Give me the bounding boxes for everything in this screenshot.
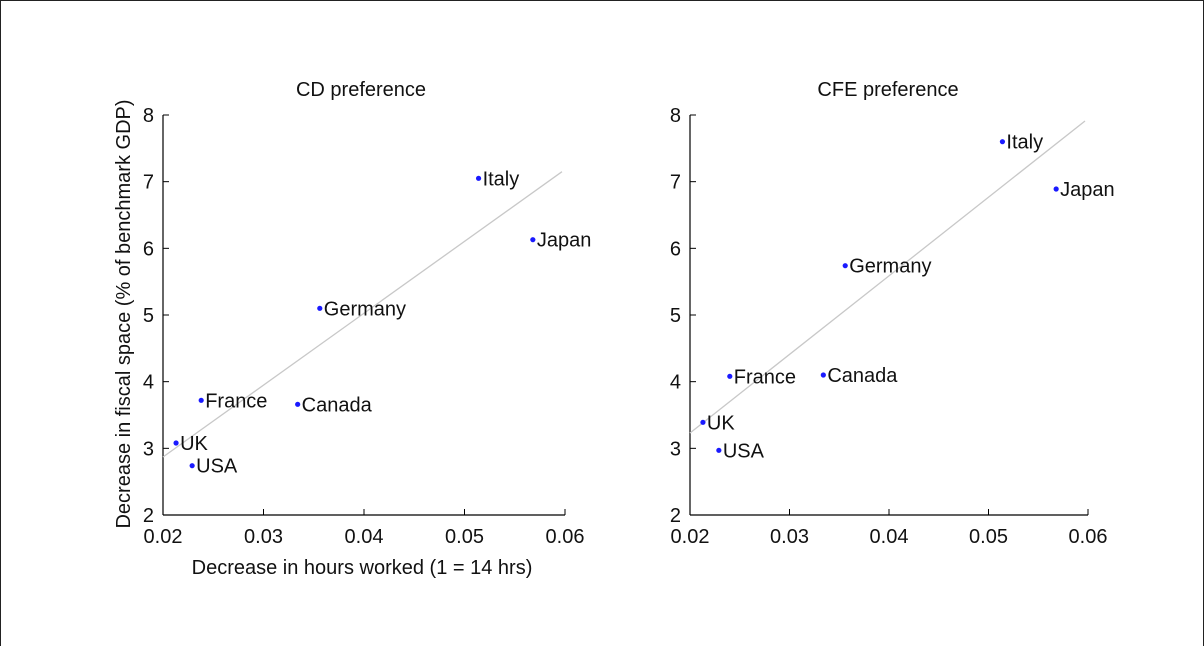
x-tick-label: 0.04 [870, 526, 909, 548]
point-label: Germany [849, 256, 931, 278]
y-tick-label: 3 [143, 438, 154, 460]
y-tick-label: 5 [670, 305, 681, 327]
point-label: France [205, 390, 267, 412]
point-label: Japan [537, 230, 592, 252]
x-tick-label: 0.05 [445, 526, 484, 548]
point-label: UK [180, 433, 208, 455]
x-tick-label: 0.06 [546, 526, 585, 548]
point-label: Italy [483, 168, 520, 190]
x-tick-label: 0.03 [244, 526, 283, 548]
y-tick-label: 7 [670, 172, 681, 194]
y-tick-label: 8 [670, 105, 681, 127]
point-label: UK [707, 412, 735, 434]
y-tick-label: 6 [143, 238, 154, 260]
panel-title: CD preference [296, 79, 426, 101]
y-tick-label: 7 [143, 172, 154, 194]
y-tick-label: 4 [670, 372, 681, 394]
panel-title: CFE preference [817, 79, 958, 101]
data-point [842, 263, 848, 269]
y-tick-label: 6 [670, 238, 681, 260]
data-point [999, 139, 1006, 145]
point-label: Germany [324, 298, 406, 320]
y-tick-label: 8 [143, 105, 154, 127]
y-tick-label: 3 [670, 438, 681, 460]
point-label: USA [723, 440, 765, 462]
y-tick-label: 5 [143, 305, 154, 327]
x-tick-label: 0.02 [671, 526, 710, 548]
x-tick-label: 0.06 [1069, 526, 1108, 548]
point-label: Italy [1006, 132, 1043, 154]
x-axis-label: Decrease in hours worked (1 = 14 hrs) [192, 557, 533, 579]
y-tick-label: 2 [143, 505, 154, 527]
data-point [530, 237, 536, 243]
panel-cfe-preference: CFE preference 0.02 0.03 0.04 0.05 0.06 2 3 4 5 6… [670, 79, 1115, 548]
data-point [317, 305, 323, 311]
fit-line [162, 171, 563, 458]
x-tick-label: 0.05 [969, 526, 1008, 548]
data-point [820, 372, 826, 378]
data-point [189, 463, 195, 469]
fit-line [689, 120, 1086, 434]
panel-cd-preference: CD preference Decrease in hours worked (… [113, 79, 591, 579]
data-point [295, 401, 301, 407]
data-point [727, 373, 733, 379]
point-label: France [734, 366, 796, 388]
x-tick-label: 0.04 [345, 526, 384, 548]
point-label: Canada [827, 365, 898, 387]
x-tick-label: 0.03 [770, 526, 809, 548]
data-point [198, 397, 204, 403]
data-point [173, 440, 179, 446]
y-tick-label: 2 [670, 505, 681, 527]
data-point [1053, 186, 1059, 192]
x-tick-label: 0.02 [144, 526, 183, 548]
point-label: USA [196, 456, 238, 478]
y-tick-label: 4 [143, 372, 154, 394]
y-axis-label: Decrease in fiscal space (% of benchmark… [113, 99, 135, 528]
point-label: Japan [1060, 179, 1115, 201]
point-label: Canada [302, 394, 373, 416]
data-point [700, 419, 706, 425]
data-point [716, 447, 722, 453]
data-point [475, 175, 482, 181]
